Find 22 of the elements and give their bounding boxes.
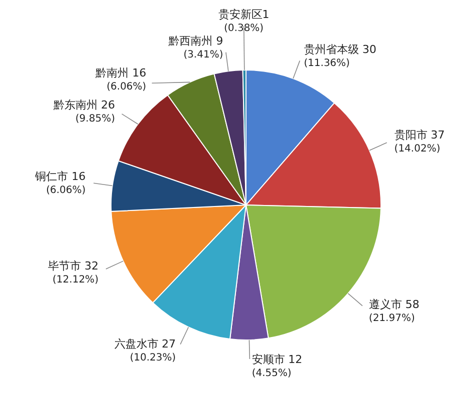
slice-label: 黔东南州 26 [52,98,115,112]
slice-label: 贵安新区1 [218,8,270,22]
data-label: (6.06%) [106,81,146,92]
slice-label: 遵义市 58 [368,298,420,311]
data-label: (14.02%) [394,143,440,154]
slice-label: 黔西南州 9 [168,34,224,48]
slice-label: 毕节市 32 [48,259,98,272]
slice-label: 铜仁市 16 [34,170,86,184]
data-label: (6.06%) [46,185,86,196]
data-label: (21.97%) [368,312,415,324]
slice-label: 贵阳市 37 [394,128,445,142]
data-label: (9.85%) [75,113,116,124]
data-label: (0.38%) [224,23,264,34]
slice-label: 安顺市 12 [252,352,302,366]
data-label: (12.12%) [52,274,99,286]
slice-label: 黔南州 16 [94,66,146,80]
data-label: (11.36%) [304,58,350,70]
slice-label: 六盘水市 27 [114,338,176,351]
data-label: (10.23%) [130,352,176,364]
slice-label: 贵州省本级 30 [304,43,376,56]
data-label: (4.55%) [252,368,292,379]
data-label: (3.41%) [184,49,224,60]
